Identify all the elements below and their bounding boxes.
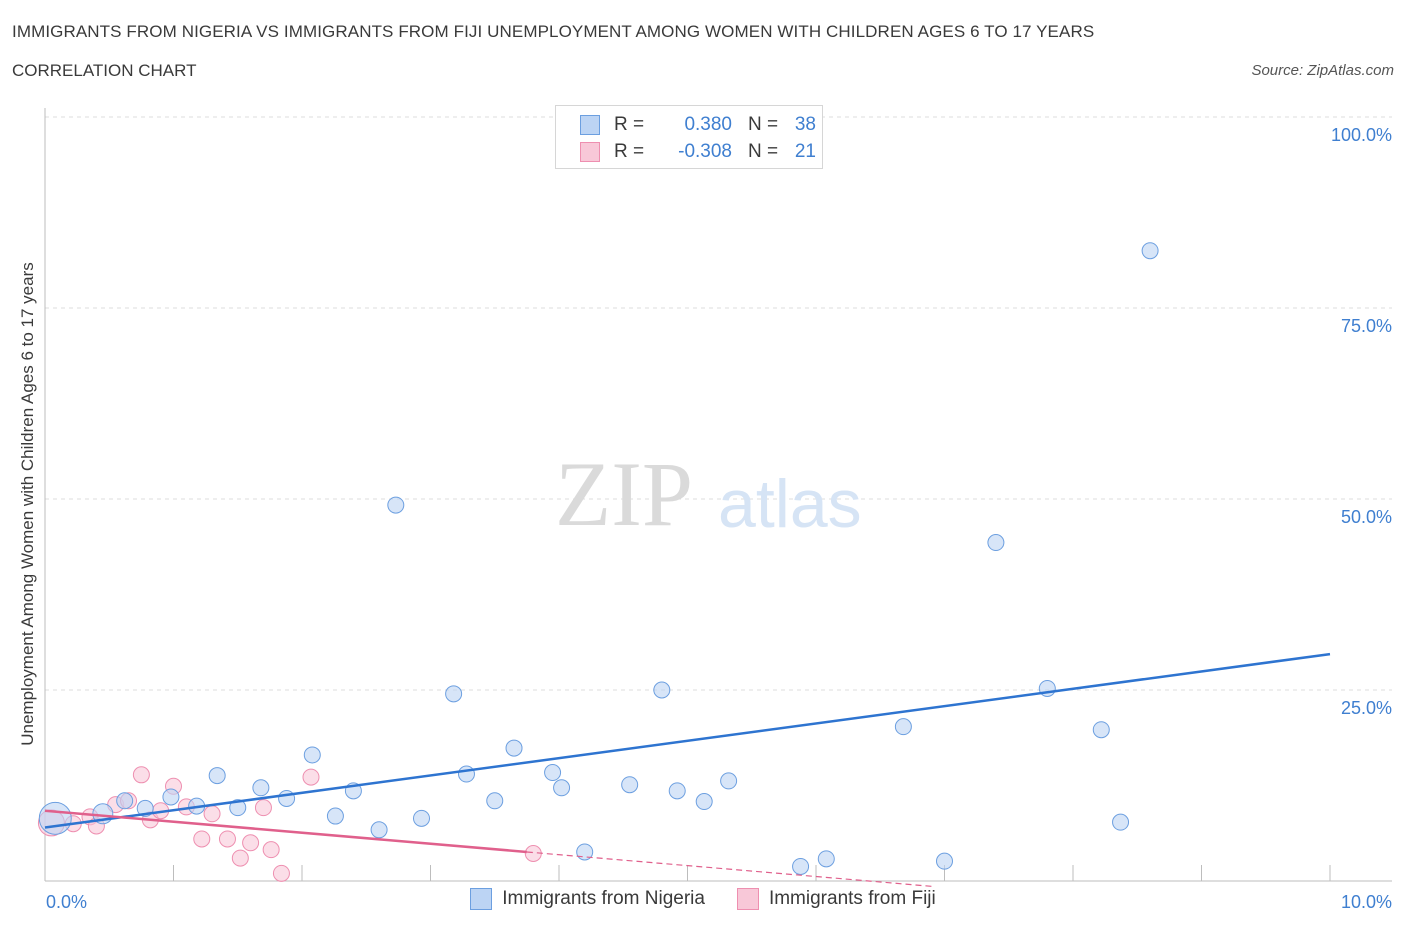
legend-swatch-nigeria (580, 115, 600, 135)
y-tick-label: 100.0% (1331, 125, 1392, 145)
nigeria-point (278, 789, 296, 807)
nigeria-point (720, 772, 738, 790)
fiji-point (218, 830, 236, 848)
trend-lines (44, 652, 1331, 887)
nigeria-point (370, 821, 388, 839)
legend-r-label: R = (614, 141, 645, 162)
nigeria-point (894, 718, 912, 736)
legend-r-value: 0.380 (684, 114, 732, 135)
stats-legend: R = 0.380 N = 38 R = -0.308 N = 21 (555, 105, 823, 169)
y-tick-label: 50.0% (1341, 507, 1392, 527)
nigeria-point (208, 767, 226, 785)
legend-n-value: 21 (794, 141, 816, 162)
legend-label-nigeria: Immigrants from Nigeria (502, 888, 705, 909)
tick-labels: 25.0% 50.0% 75.0% 100.0% 0.0% 10.0% (46, 125, 1392, 912)
nigeria-point (621, 776, 639, 794)
nigeria-point (505, 739, 523, 757)
legend-n-label: N = (748, 114, 779, 135)
source-credit: Source: ZipAtlas.com (1251, 62, 1394, 79)
nigeria-point (936, 852, 953, 870)
nigeria-point (38, 801, 72, 835)
nigeria-point (252, 779, 270, 797)
legend-row-fiji: R = -0.308 N = 21 (580, 139, 816, 165)
legend-r-value: -0.308 (678, 141, 732, 162)
nigeria-point (387, 496, 405, 514)
nigeria-point (987, 534, 1005, 552)
nigeria-points (38, 242, 1159, 875)
fiji-point (272, 864, 290, 882)
nigeria-point (817, 850, 835, 868)
fiji-point (231, 849, 249, 867)
watermark-atlas: atlas (718, 466, 862, 542)
fiji-points (37, 766, 542, 882)
fiji-point (262, 841, 280, 859)
nigeria-point (162, 788, 180, 806)
nigeria-point (116, 792, 134, 810)
y-tick-label: 25.0% (1341, 698, 1392, 718)
legend-swatch-fiji (580, 142, 600, 162)
nigeria-point (303, 746, 321, 764)
axes (44, 108, 1392, 882)
nigeria-point (544, 764, 562, 782)
chart-subtitle: CORRELATION CHART (12, 61, 197, 80)
x-tick-label: 0.0% (46, 892, 87, 912)
legend-n-label: N = (748, 141, 779, 162)
chart-title: IMMIGRANTS FROM NIGERIA VS IMMIGRANTS FR… (12, 22, 1095, 41)
fiji-point (242, 834, 260, 852)
series-legend: Immigrants from Nigeria Immigrants from … (0, 888, 1406, 910)
nigeria-point (653, 681, 671, 699)
fiji-point (203, 805, 221, 823)
nigeria-point (326, 807, 344, 825)
nigeria-point (695, 793, 713, 811)
nigeria-point (792, 857, 810, 875)
fiji-trend-extension (526, 851, 932, 887)
y-tick-label: 75.0% (1341, 316, 1392, 336)
nigeria-point (486, 792, 504, 810)
fiji-point (254, 799, 272, 817)
grid-lines (45, 116, 1392, 691)
fiji-point (302, 768, 320, 786)
watermark: ZIP atlas (555, 443, 862, 545)
legend-swatch-fiji (736, 888, 759, 910)
nigeria-trend-line (44, 652, 1331, 829)
nigeria-point (1141, 242, 1159, 260)
nigeria-point (445, 685, 463, 703)
legend-item-fiji[interactable]: Immigrants from Fiji (736, 888, 936, 910)
x-tick-label: 10.0% (1341, 892, 1392, 912)
legend-swatch-nigeria (470, 888, 493, 910)
nigeria-point (413, 809, 431, 827)
watermark-zip: ZIP (555, 443, 693, 545)
fiji-point (132, 766, 150, 784)
fiji-point (193, 830, 211, 848)
legend-item-nigeria[interactable]: Immigrants from Nigeria (470, 888, 705, 910)
legend-r-label: R = (614, 114, 645, 135)
nigeria-point (457, 765, 475, 783)
nigeria-point (1092, 721, 1110, 739)
legend-label-fiji: Immigrants from Fiji (768, 888, 936, 909)
legend-row-nigeria: R = 0.380 N = 38 (580, 112, 816, 138)
nigeria-point (668, 782, 686, 800)
legend-n-value: 38 (794, 114, 816, 135)
nigeria-point (229, 799, 247, 817)
fiji-trend-line (44, 809, 527, 854)
nigeria-point (553, 779, 571, 797)
nigeria-point (1112, 813, 1130, 831)
